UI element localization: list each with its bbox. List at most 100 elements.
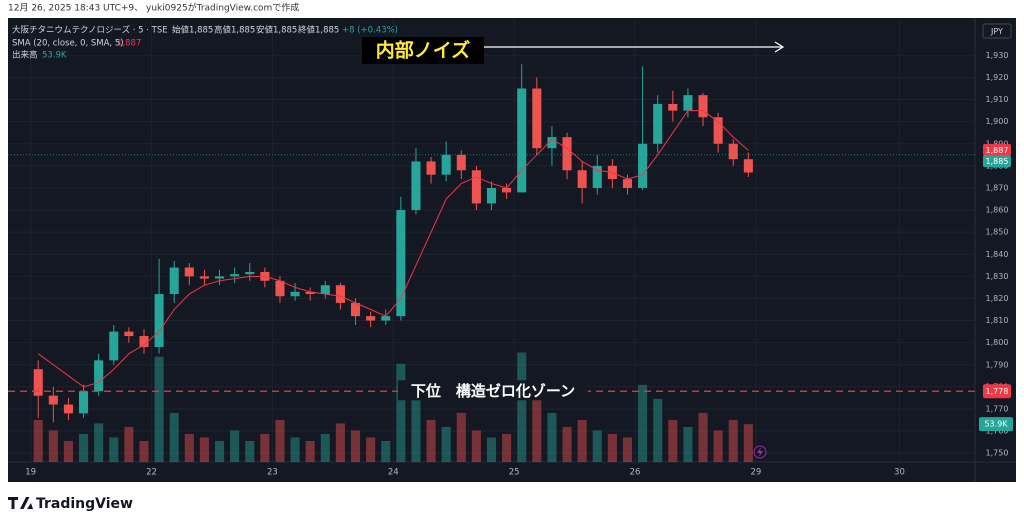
- caption: 12月 26, 2025 18:43 UTC+9、 yuki0925がTradi…: [8, 2, 299, 14]
- annotation-box: [362, 37, 484, 64]
- candle-body: [184, 267, 194, 277]
- volume-bar: [471, 430, 481, 462]
- volume-bar: [502, 433, 512, 462]
- level-text: 下位 構造ゼロ化ゾーン: [411, 382, 575, 400]
- candle-body: [668, 103, 678, 111]
- currency[interactable]: JPY: [990, 27, 1003, 36]
- x-tick-label: 23: [267, 468, 278, 478]
- y-tick-label: 1,770: [986, 404, 1009, 413]
- volume-bar: [381, 440, 391, 462]
- volume-bar: [517, 352, 527, 462]
- x-tick-label: 30: [894, 468, 905, 478]
- candle-body: [396, 210, 406, 317]
- candle-body: [683, 95, 693, 111]
- brand: TradingView: [36, 496, 133, 512]
- sma-tag-label: 1,887: [986, 146, 1009, 155]
- sma-value: 1,887: [117, 39, 141, 49]
- y-tick-label: 1,890: [986, 139, 1009, 148]
- level-tag: [983, 384, 1011, 399]
- volume-bar: [683, 426, 693, 462]
- volume-bar: [275, 419, 285, 462]
- volume-bar: [366, 437, 376, 462]
- volume-bar: [33, 419, 43, 462]
- candle-body: [411, 161, 421, 211]
- y-tick-label: 1,910: [986, 95, 1009, 104]
- y-tick-label: 1,750: [986, 449, 1009, 458]
- candle-body: [592, 165, 602, 188]
- brand-logo: [8, 497, 33, 509]
- candle-body: [169, 267, 179, 295]
- x-tick-label: 19: [25, 468, 36, 478]
- candle-body: [728, 143, 738, 160]
- volume-bar: [562, 426, 572, 462]
- volume-bar: [79, 433, 89, 462]
- volume-bar: [396, 363, 406, 462]
- volume-bar: [335, 423, 345, 462]
- volume-bar: [214, 440, 225, 462]
- volume-bar: [577, 419, 587, 462]
- annotation: 内部ノイズ: [376, 39, 470, 62]
- volume-bar: [592, 430, 602, 462]
- level-text-bg: [398, 380, 588, 401]
- y-tick-label: 1,820: [986, 294, 1009, 303]
- quote: 高値1,885: [214, 25, 255, 36]
- candle-body: [456, 154, 466, 171]
- last-price-label: 1,885: [986, 157, 1009, 166]
- candle-body: [214, 276, 225, 279]
- candle-body: [366, 316, 376, 321]
- volume-bar: [320, 433, 330, 462]
- arrow-head: [774, 41, 785, 53]
- candle-body: [33, 369, 43, 396]
- candle-body: [502, 187, 512, 193]
- volume-bar: [199, 437, 209, 462]
- volume-bar: [305, 440, 315, 462]
- level-tag-label: 1,778: [986, 387, 1009, 396]
- volume-bar: [622, 437, 633, 462]
- candle-body: [275, 280, 285, 297]
- candle-body: [230, 274, 240, 277]
- volume-bar: [698, 412, 708, 462]
- volume-name: 出来高: [12, 50, 38, 61]
- y-tick-label: 1,840: [986, 250, 1009, 259]
- y-tick-label: 1,850: [986, 228, 1009, 237]
- candle-body: [622, 179, 633, 188]
- candle-body: [713, 117, 723, 144]
- quote: 安値1,885: [256, 25, 297, 36]
- y-tick-label: 1,800: [986, 338, 1009, 347]
- candle-body: [562, 137, 572, 171]
- volume-bar: [260, 433, 270, 462]
- sma-tag: [983, 143, 1011, 156]
- currency-box[interactable]: [982, 23, 1012, 39]
- x-tick-label: 26: [630, 468, 641, 478]
- candle-body: [245, 271, 255, 275]
- volume-bar: [184, 433, 194, 462]
- candle-body: [698, 95, 708, 118]
- candle-body: [381, 316, 391, 321]
- sma-line: [37, 110, 749, 388]
- volume-bar: [245, 440, 255, 462]
- volume-bar: [411, 398, 421, 462]
- candle-body: [199, 276, 209, 279]
- y-tick-label: 1,920: [986, 73, 1009, 82]
- sma-name: SMA (20, close, 0, SMA, 5): [12, 39, 124, 49]
- candle-body: [471, 170, 481, 204]
- y-tick-label: 1,790: [986, 360, 1009, 369]
- y-tick-label: 1,810: [986, 316, 1009, 325]
- volume-bar: [743, 424, 753, 462]
- candle-body: [63, 404, 73, 414]
- candle-body: [426, 161, 436, 175]
- volume-bar: [139, 440, 149, 462]
- candle-body: [154, 294, 164, 348]
- candle-body: [486, 187, 497, 204]
- volume-bar: [532, 398, 542, 462]
- volume-value: 53.9K: [42, 51, 67, 61]
- volume-bar: [350, 430, 361, 462]
- y-tick-label: 1,860: [986, 206, 1009, 215]
- volume-bar: [638, 384, 648, 462]
- candle-body: [79, 391, 89, 414]
- event-bolt: [757, 447, 763, 457]
- volume-tag-label: 53.9K: [984, 420, 1008, 429]
- candle-body: [653, 103, 663, 144]
